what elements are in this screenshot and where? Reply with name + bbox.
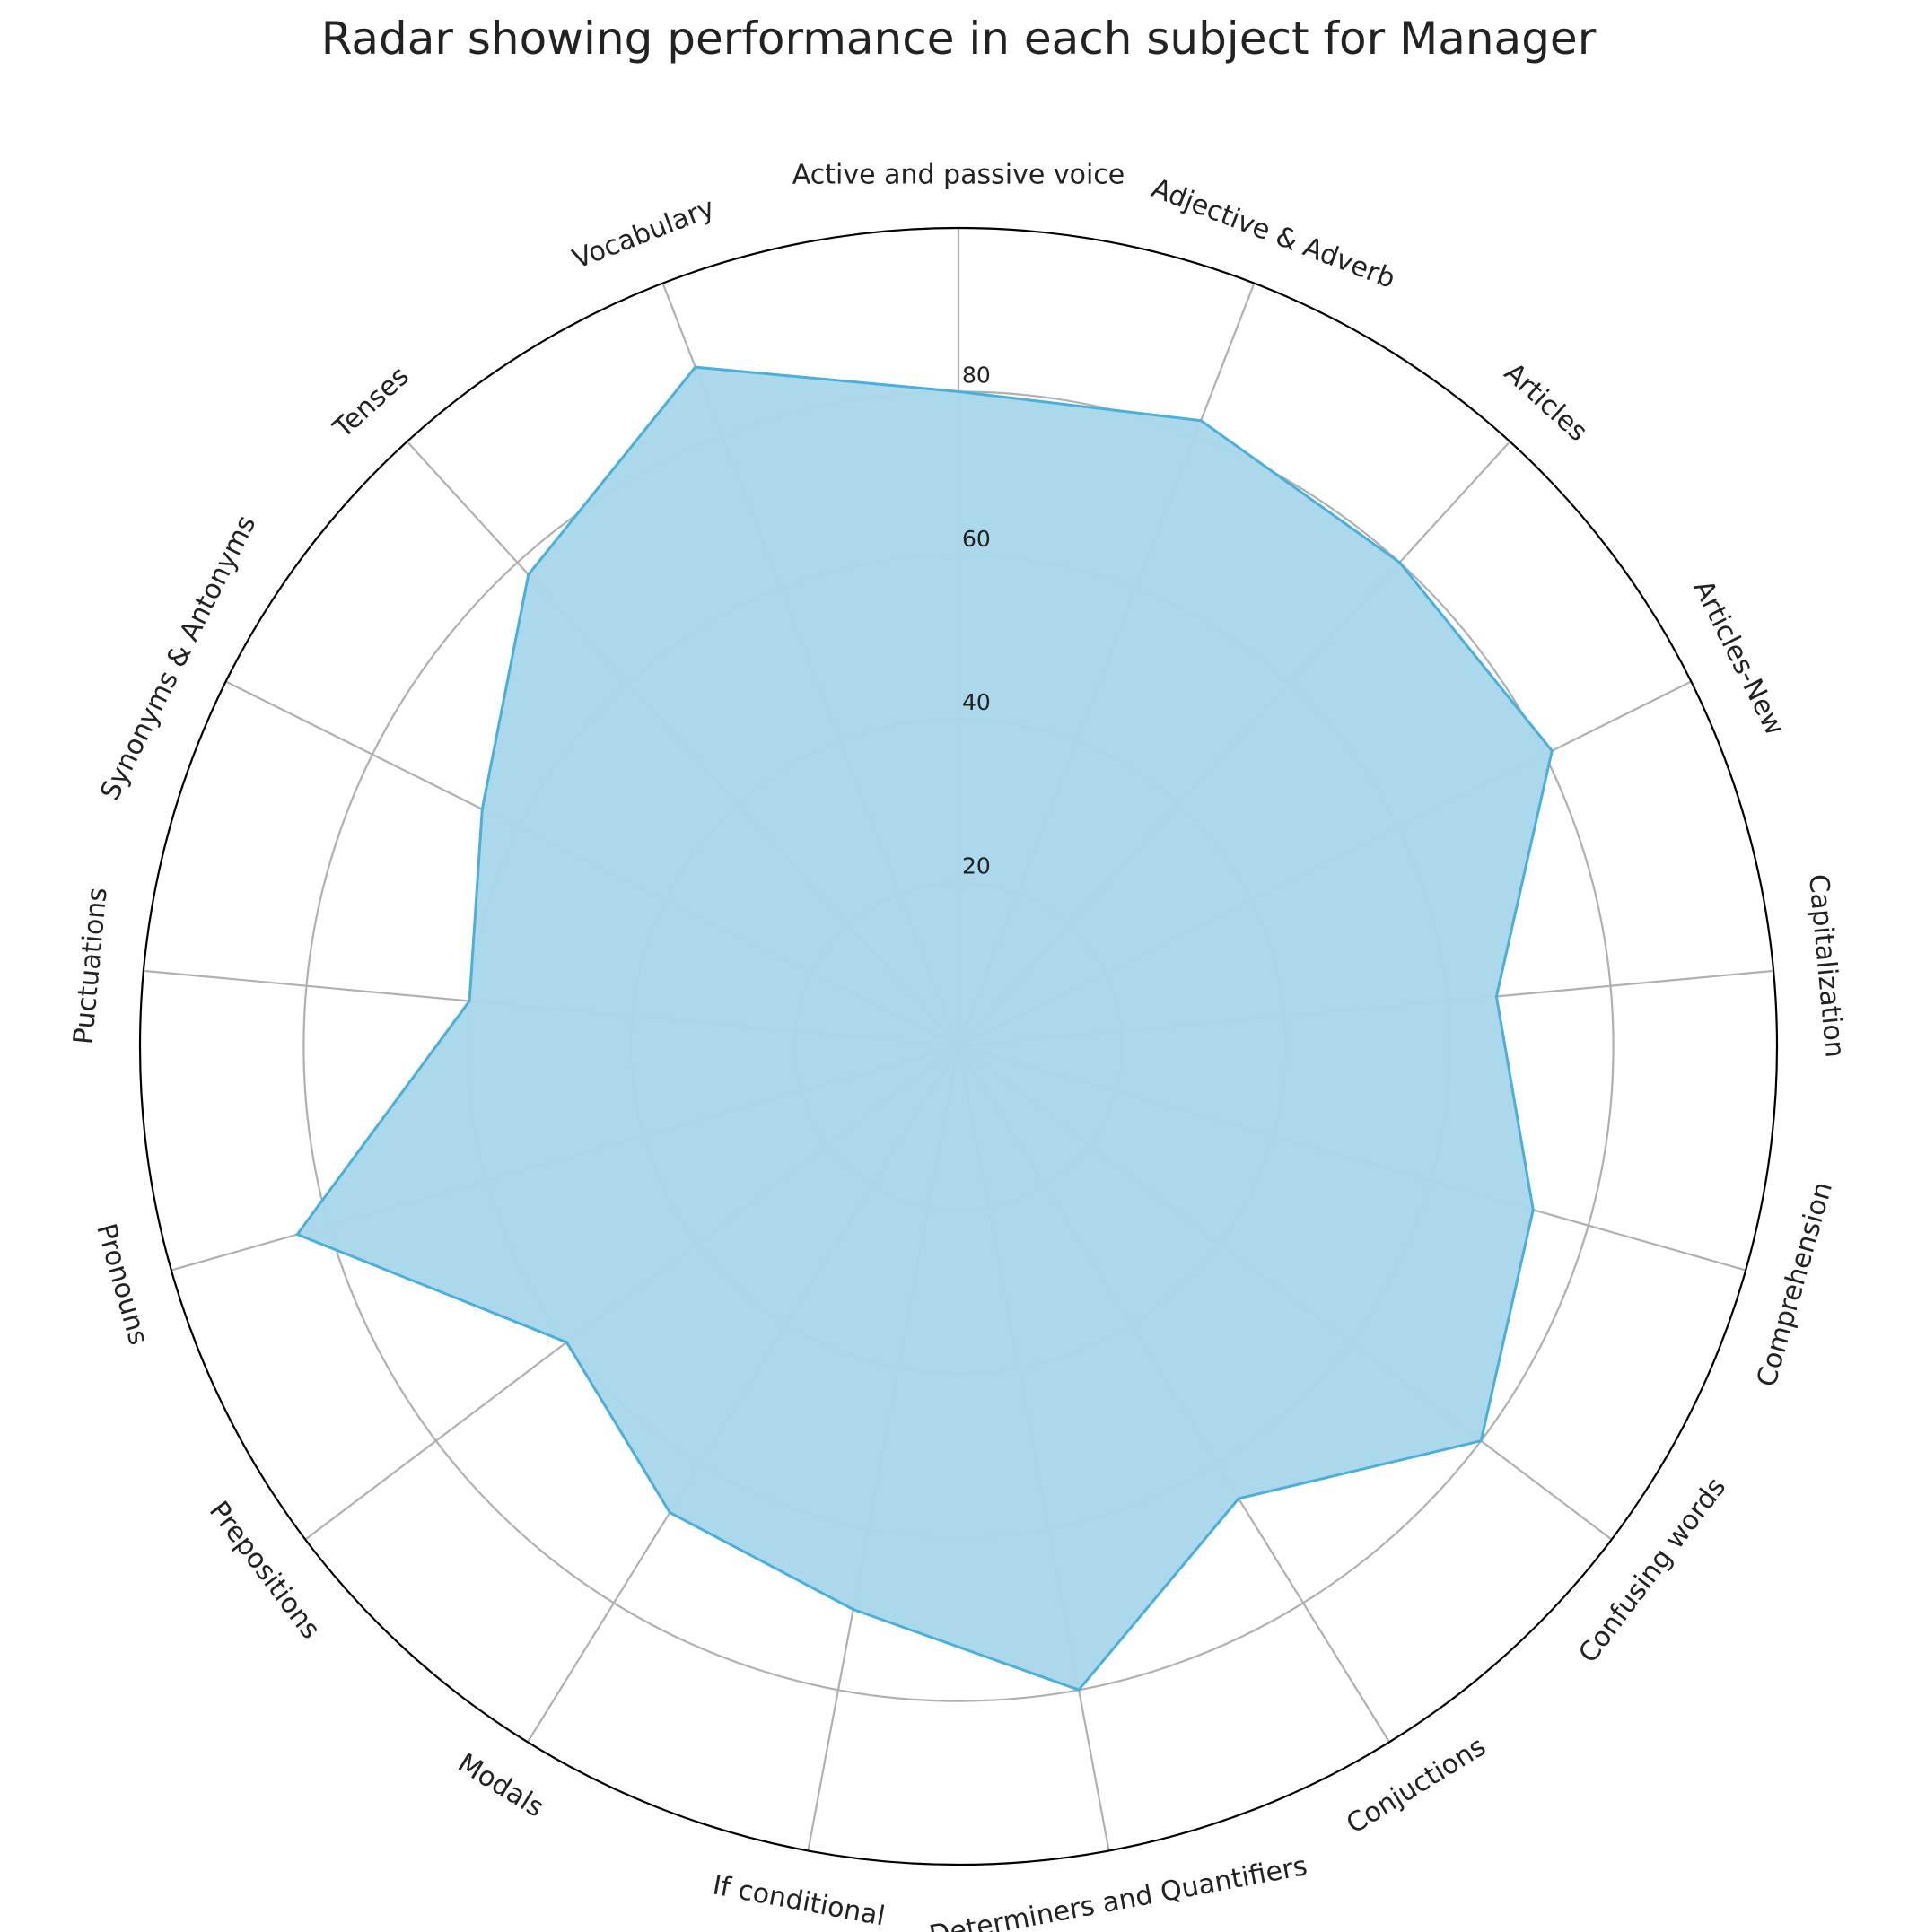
data-point-6 bbox=[1479, 1439, 1483, 1443]
axis-label-15: Tenses bbox=[327, 361, 416, 445]
axis-label-8: Determiners and Quantifiers bbox=[927, 1850, 1310, 1932]
axis-label-4: Capitalization bbox=[1802, 873, 1851, 1059]
data-point-9 bbox=[852, 1608, 855, 1612]
axis-label-16: Vocabulary bbox=[568, 192, 719, 275]
data-point-3 bbox=[1550, 749, 1554, 753]
axis-label-7: Conjuctions bbox=[1341, 1731, 1491, 1840]
data-point-1 bbox=[1199, 419, 1203, 423]
tick-label-40: 40 bbox=[962, 689, 991, 715]
data-point-5 bbox=[1531, 1208, 1535, 1211]
data-point-8 bbox=[1077, 1688, 1081, 1692]
tick-label-80: 80 bbox=[962, 362, 991, 388]
data-point-11 bbox=[565, 1341, 568, 1344]
data-point-4 bbox=[1494, 994, 1498, 998]
axis-label-12: Pronouns bbox=[90, 1220, 154, 1349]
data-point-10 bbox=[668, 1511, 671, 1515]
data-point-7 bbox=[1237, 1497, 1240, 1500]
tick-labels: 20 40 60 80 bbox=[962, 362, 991, 879]
data-point-13 bbox=[468, 1000, 471, 1003]
data-points bbox=[295, 365, 1554, 1692]
data-area bbox=[295, 365, 1554, 1692]
data-point-16 bbox=[694, 365, 697, 369]
axis-label-6: Confusing words bbox=[1572, 1472, 1732, 1669]
data-point-2 bbox=[1398, 561, 1402, 564]
tick-label-20: 20 bbox=[962, 853, 991, 879]
axis-label-13: Puctuations bbox=[68, 887, 114, 1046]
data-point-12 bbox=[295, 1233, 299, 1237]
axis-label-10: Modals bbox=[452, 1747, 549, 1823]
axis-label-0: Active and passive voice bbox=[792, 160, 1125, 191]
data-point-0 bbox=[957, 389, 960, 393]
axis-label-3: Articles-New bbox=[1687, 575, 1790, 740]
axis-label-9: If conditional bbox=[710, 1869, 887, 1932]
data-point-14 bbox=[480, 808, 484, 811]
data-point-15 bbox=[527, 573, 530, 576]
outer-spine bbox=[138, 226, 1779, 1866]
tick-label-60: 60 bbox=[962, 526, 991, 552]
axis-label-1: Adjective & Adverb bbox=[1147, 172, 1399, 295]
axis-label-2: Articles bbox=[1498, 357, 1593, 448]
chart-title: Radar showing performance in each subjec… bbox=[320, 13, 1597, 65]
axis-label-5: Comprehension bbox=[1751, 1178, 1839, 1390]
axis-label-11: Prepositions bbox=[203, 1496, 327, 1645]
